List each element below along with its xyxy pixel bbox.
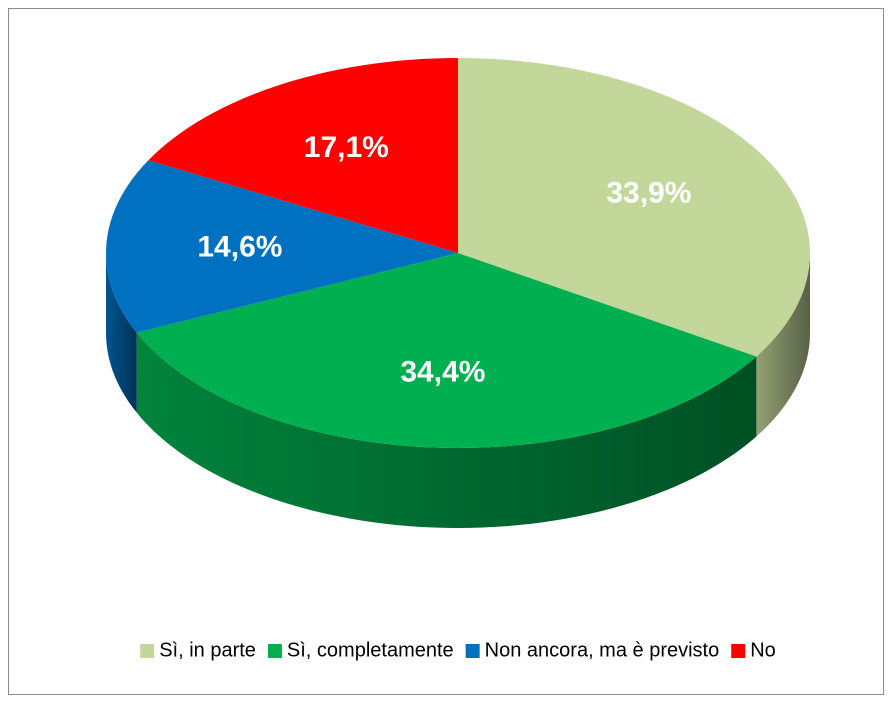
data-label: 33,9%	[606, 176, 691, 209]
legend-label: No	[750, 639, 776, 661]
data-label: 17,1%	[304, 131, 389, 164]
slice	[458, 58, 810, 357]
slice-side	[756, 253, 810, 437]
data-label: 34,4%	[400, 356, 485, 389]
legend: Sì, in parte Sì, completamente Non ancora,…	[140, 639, 776, 661]
legend-swatch	[731, 644, 746, 658]
legend-label: Sì, completamente	[287, 639, 454, 661]
legend-swatch	[267, 644, 282, 658]
slice	[106, 160, 458, 333]
slice	[136, 253, 757, 448]
slice-side	[136, 332, 757, 528]
slice	[148, 58, 458, 253]
legend-swatch	[140, 644, 155, 658]
legend-label: Non ancora, ma è previsto	[485, 639, 720, 661]
legend-label: Sì, in parte	[159, 639, 256, 661]
legend-swatch	[465, 644, 480, 658]
slice-side	[106, 253, 137, 413]
data-label: 14,6%	[197, 230, 282, 263]
